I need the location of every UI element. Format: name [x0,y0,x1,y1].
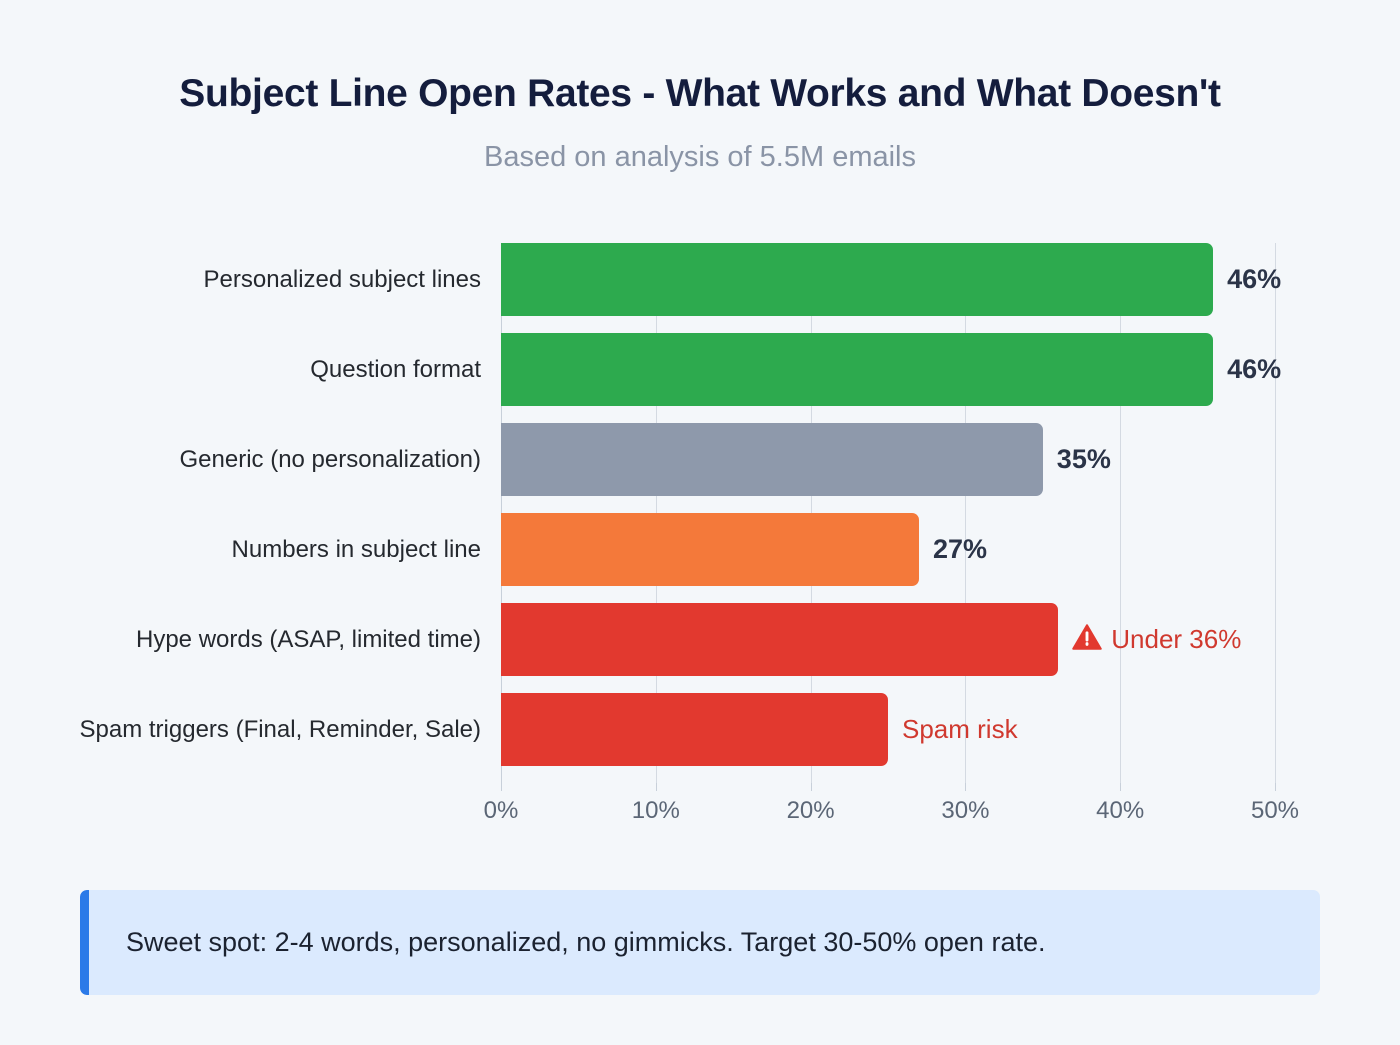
x-tick-label: 0% [483,797,519,824]
x-tick-label: 10% [631,797,680,824]
bar-value-label: 27% [932,534,987,564]
bar[interactable] [501,603,1059,676]
category-label: Personalized subject lines [203,266,482,293]
warning-triangle-icon [1072,624,1103,650]
bar-row: Question format 46% [310,333,1281,423]
bar[interactable] [501,693,888,766]
x-tick-label: 50% [1250,797,1300,824]
bar[interactable] [501,333,1214,406]
bar-row: Generic (no personalization) 35% [180,423,1275,513]
gridline-40 [1120,243,1122,783]
category-label: Question format [310,356,481,383]
x-tick-mark [965,783,967,791]
plot-area: Personalized subject lines 46% Question fo… [80,243,1281,783]
gridline-50 [1275,243,1276,783]
x-tick-mark [1120,783,1122,791]
bar-row: Hype words (ASAP, limited time) Under 36% [136,603,1275,693]
bar[interactable] [501,513,919,586]
callout-text: Sweet spot: 2-4 words, personalized, no … [126,927,1046,957]
x-tick-mark [501,783,502,791]
x-tick-label: 30% [941,797,990,824]
category-label: Numbers in subject line [231,536,481,563]
callout-accent-bar [80,890,89,995]
bar-value-label: Spam risk [902,714,1018,744]
bar-row: Numbers in subject line 27% [232,513,1275,603]
x-tick-label: 20% [786,797,835,824]
chart-subtitle: Based on analysis of 5.5M emails [484,141,916,173]
bar-value-text: Under 36% [1111,624,1242,654]
bar[interactable] [501,423,1043,496]
page-title: Subject Line Open Rates - What Works and… [179,72,1221,115]
bar-value-label: 35% [1056,444,1111,474]
bar-row: Spam triggers (Final, Reminder, Sale) Spa… [80,693,1275,783]
gridline-30 [965,243,967,783]
x-tick-label: 40% [1096,797,1145,824]
category-label: Generic (no personalization) [179,446,482,473]
callout-box: Sweet spot: 2-4 words, personalized, no … [80,890,1320,995]
bar-value-label: 46% [1227,264,1282,294]
category-label: Spam triggers (Final, Reminder, Sale) [79,716,481,743]
x-tick-mark [810,783,812,791]
category-label: Hype words (ASAP, limited time) [136,626,481,653]
bar-value-label: 46% [1227,354,1282,384]
bar-row: Personalized subject lines 46% [204,243,1281,333]
bar-value-label: Under 36% [1072,603,1241,676]
bar[interactable] [501,243,1214,316]
x-tick-mark [1275,783,1276,791]
x-tick-mark [655,783,657,791]
